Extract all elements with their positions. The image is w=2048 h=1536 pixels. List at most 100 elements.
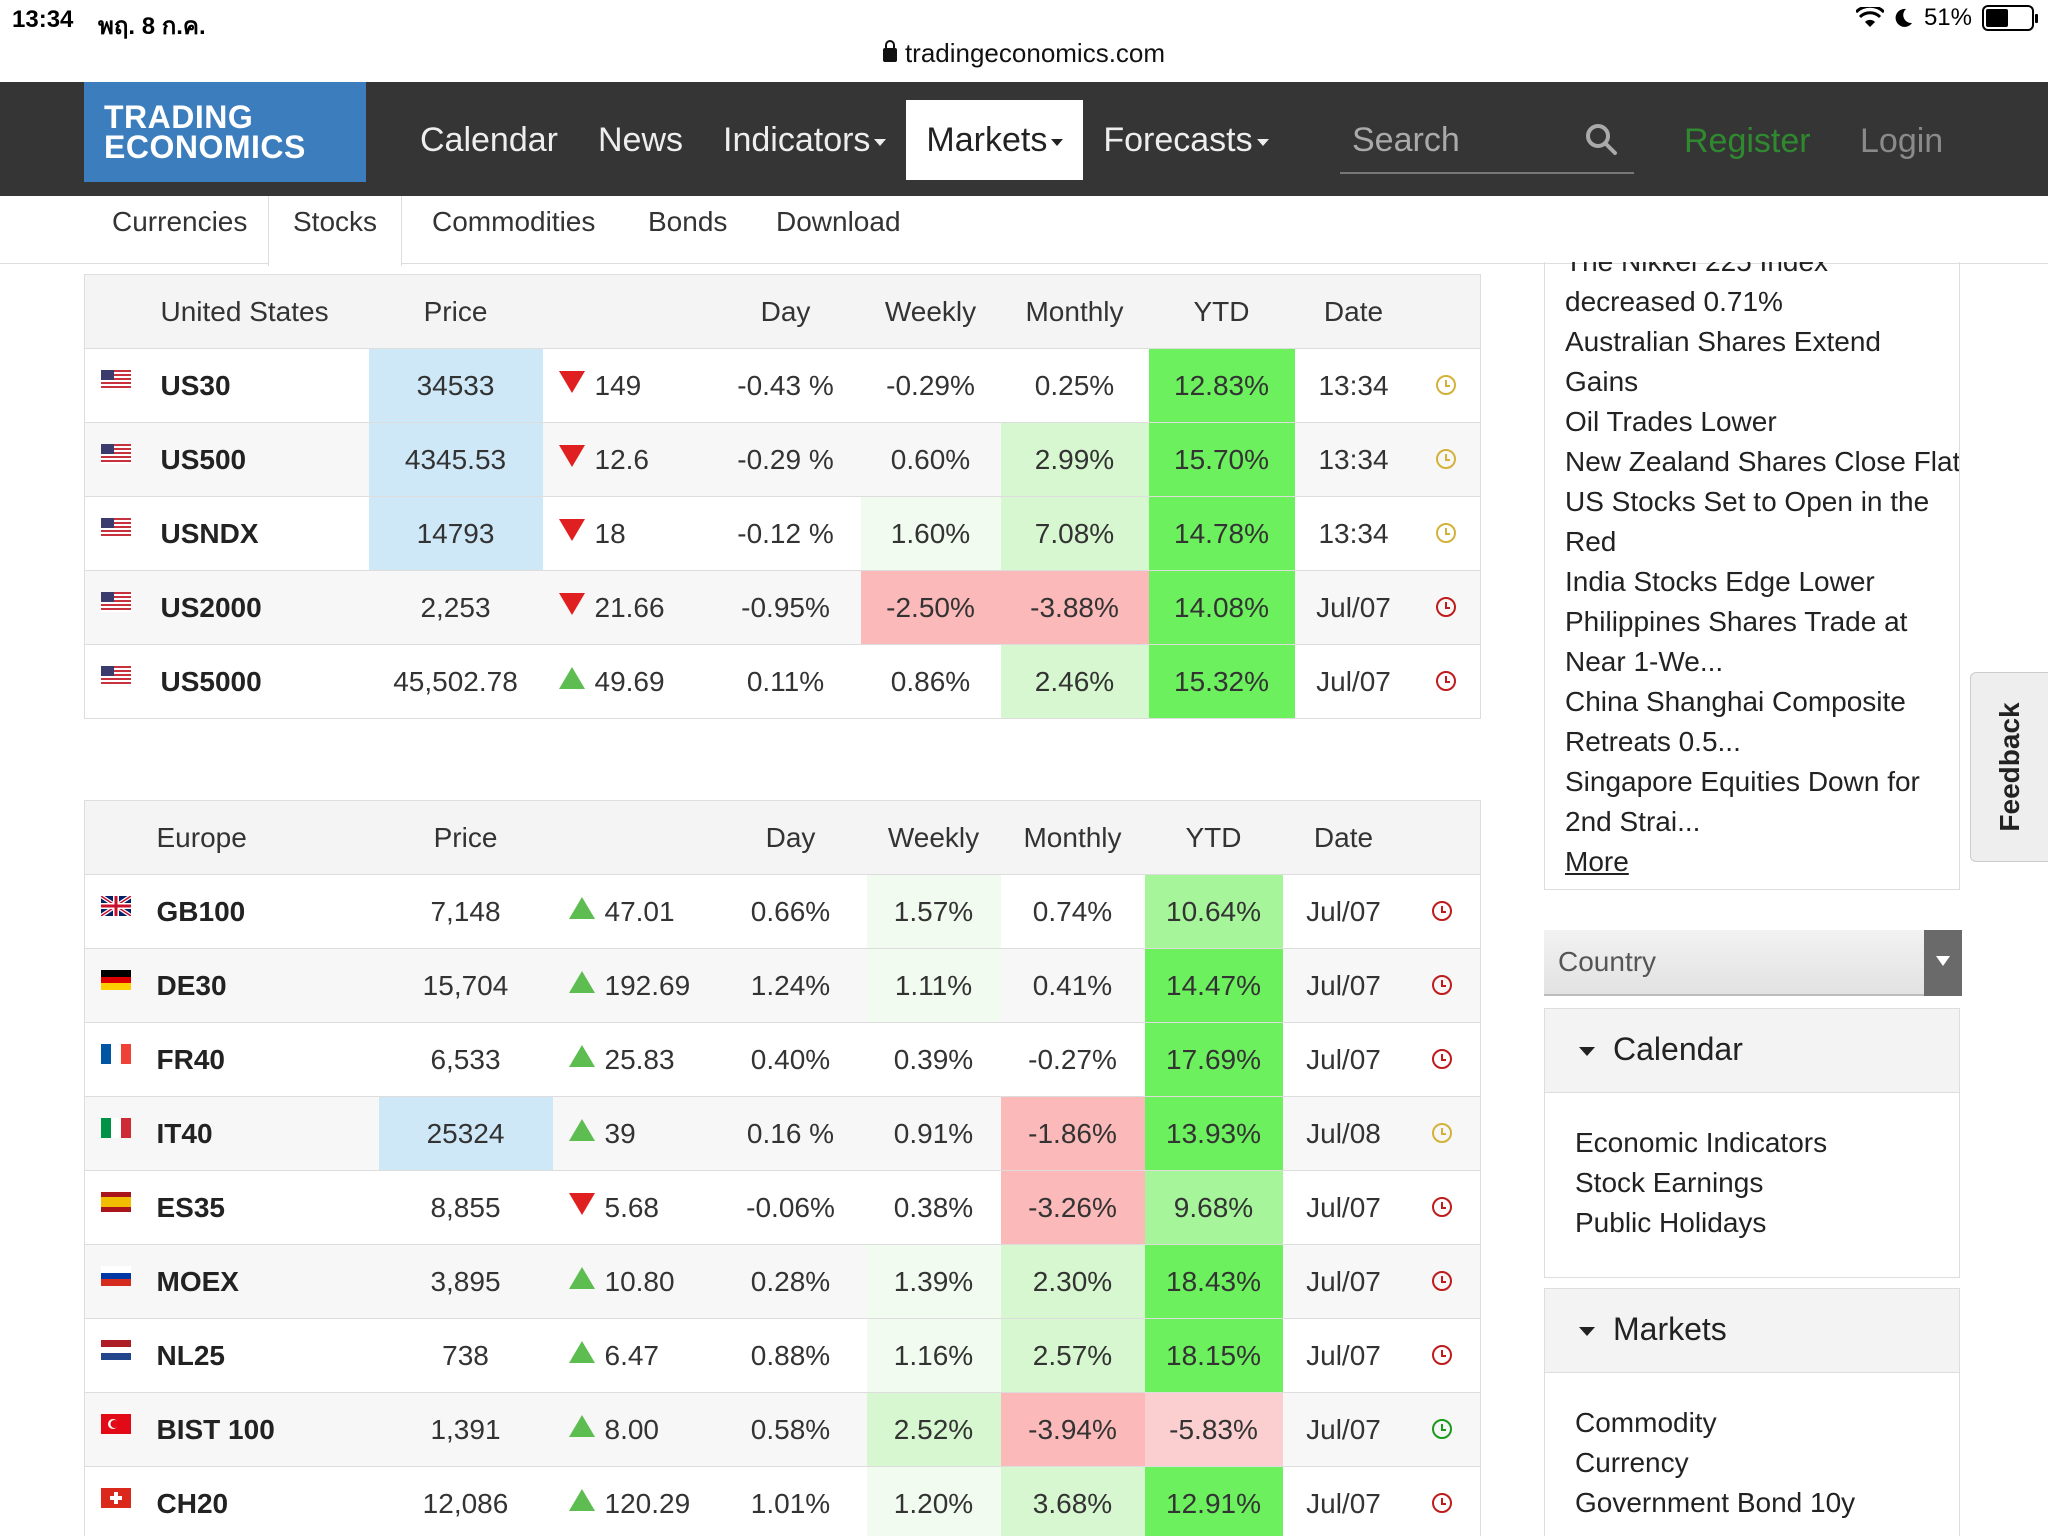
news-item[interactable]: Red <box>1565 526 1617 557</box>
header-flag <box>84 800 157 875</box>
table-row[interactable]: NL25 738 6.47 0.88% 1.16% 2.57% 18.15% Jul/07 <box>84 1318 1481 1393</box>
table-row[interactable]: US2000 2,253 21.66 -0.95% -2.50% -3.88% 14.08%… <box>84 570 1481 645</box>
news-item[interactable]: Oil Trades Lower <box>1565 406 1777 437</box>
table-row[interactable]: DE30 15,704 192.69 1.24% 1.11% 0.41% 14.47% Jul… <box>84 948 1481 1023</box>
weekly-change-cell: 1.39% <box>866 1244 1001 1319</box>
news-item[interactable]: Singapore Equities Down for <box>1565 766 1920 797</box>
news-item[interactable]: US Stocks Set to Open in the <box>1565 486 1930 517</box>
flag-cell <box>84 1318 157 1393</box>
calendar-panel-header[interactable]: Calendar <box>1545 1009 1959 1093</box>
table-row[interactable]: USNDX 14793 18 -0.12 % 1.60% 7.08% 14.78% 13:34 <box>84 496 1481 571</box>
markets-panel-header[interactable]: Markets <box>1545 1289 1959 1373</box>
date-cell: Jul/07 <box>1282 1318 1405 1393</box>
subnav-download[interactable]: Download <box>776 206 901 237</box>
link-commodity[interactable]: Commodity <box>1575 1407 1717 1438</box>
news-more-link[interactable]: More <box>1565 846 1629 877</box>
subnav-bonds[interactable]: Bonds <box>648 206 728 237</box>
monthly-change-cell: 7.08% <box>1000 496 1149 571</box>
nav-forecasts[interactable]: Forecasts <box>1083 100 1288 180</box>
news-item[interactable]: China Shanghai Composite <box>1565 686 1906 717</box>
flag-cell <box>84 1392 157 1467</box>
weekly-change-cell: 0.86% <box>860 644 1001 719</box>
link-economic-indicators[interactable]: Economic Indicators <box>1575 1127 1828 1158</box>
table-row[interactable]: BIST 100 1,391 8.00 0.58% 2.52% -3.94% -5.83% J… <box>84 1392 1481 1467</box>
ios-status-bar: 13:34 พฤ. 8 ก.ค. 51% tradingeconomics.co… <box>0 0 2048 82</box>
site-logo[interactable]: TRADING ECONOMICS <box>84 82 366 182</box>
symbol-link[interactable]: US5000 <box>160 644 369 719</box>
news-item[interactable]: Gains <box>1565 366 1639 397</box>
link-currency[interactable]: Currency <box>1575 1447 1689 1478</box>
feedback-tab[interactable]: Feedback <box>1970 672 2048 862</box>
symbol-link[interactable]: FR40 <box>156 1022 379 1097</box>
change-cell: 8.00 <box>552 1392 715 1467</box>
register-link[interactable]: Register <box>1684 122 1811 160</box>
clock-icon <box>1432 1196 1453 1217</box>
news-item[interactable]: New Zealand Shares Close Flat <box>1565 446 1960 477</box>
table-row[interactable]: US500 4345.53 12.6 -0.29 % 0.60% 2.99% 15.70% 1… <box>84 422 1481 497</box>
table-row[interactable]: CH20 12,086 120.29 1.01% 1.20% 3.68% 12.91% Jul… <box>84 1466 1481 1536</box>
weekly-change-cell: 2.52% <box>866 1392 1001 1467</box>
symbol-link[interactable]: USNDX <box>160 496 369 571</box>
link-public-holidays[interactable]: Public Holidays <box>1575 1207 1767 1238</box>
nav-indicators[interactable]: Indicators <box>703 100 906 180</box>
arrow-up-icon <box>568 1488 595 1511</box>
symbol-link[interactable]: US30 <box>160 348 369 423</box>
symbol-link[interactable]: NL25 <box>156 1318 379 1393</box>
news-item[interactable]: Near 1-We... <box>1565 646 1724 677</box>
day-change-cell: 1.24% <box>714 948 867 1023</box>
flag-us-icon <box>101 365 131 396</box>
ytd-change-cell: 15.70% <box>1148 422 1295 497</box>
table-row[interactable]: IT40 25324 39 0.16 % 0.91% -1.86% 13.93% Jul/08 <box>84 1096 1481 1171</box>
symbol-link[interactable]: CH20 <box>156 1466 379 1536</box>
arrow-down-icon <box>568 1192 595 1215</box>
news-item[interactable]: 2nd Strai... <box>1565 806 1701 837</box>
table-row[interactable]: MOEX 3,895 10.80 0.28% 1.39% 2.30% 18.43% Jul/0… <box>84 1244 1481 1319</box>
nav-news[interactable]: News <box>578 100 703 180</box>
header-monthly: Monthly <box>1000 800 1145 875</box>
news-item[interactable]: India Stocks Edge Lower <box>1565 566 1875 597</box>
subnav-commodities[interactable]: Commodities <box>432 206 596 237</box>
symbol-link[interactable]: GB100 <box>156 874 379 949</box>
calendar-panel: Calendar Economic Indicators Stock Earni… <box>1544 1008 1960 1278</box>
symbol-link[interactable]: MOEX <box>156 1244 379 1319</box>
date-cell: Jul/07 <box>1294 644 1413 719</box>
price-cell: 25324 <box>378 1096 553 1171</box>
address-bar[interactable]: tradingeconomics.com <box>0 38 2048 69</box>
subnav-stocks[interactable]: Stocks <box>268 196 403 266</box>
nav-calendar[interactable]: Calendar <box>400 100 578 180</box>
symbol-link[interactable]: ES35 <box>156 1170 379 1245</box>
link-government-bond-10y[interactable]: Government Bond 10y <box>1575 1487 1856 1518</box>
date-cell: Jul/07 <box>1282 948 1405 1023</box>
arrow-up-icon <box>568 1118 595 1141</box>
news-item[interactable]: decreased 0.71% <box>1565 286 1783 317</box>
table-row[interactable]: US30 34533 149 -0.43 % -0.29% 0.25% 12.83% 13:3… <box>84 348 1481 423</box>
header-status <box>1412 274 1481 349</box>
symbol-link[interactable]: IT40 <box>156 1096 379 1171</box>
clock-icon <box>1432 1122 1453 1143</box>
nav-markets[interactable]: Markets <box>906 100 1084 180</box>
flag-cell <box>84 1170 157 1245</box>
news-item[interactable]: Philippines Shares Trade at <box>1565 606 1908 637</box>
news-item[interactable]: Retreats 0.5... <box>1565 726 1741 757</box>
link-stock-earnings[interactable]: Stock Earnings <box>1575 1167 1764 1198</box>
table-row[interactable]: US5000 45,502.78 49.69 0.11% 0.86% 2.46% 15.32… <box>84 644 1481 719</box>
table-row[interactable]: GB100 7,148 47.01 0.66% 1.57% 0.74% 10.64% Jul/… <box>84 874 1481 949</box>
status-cell <box>1404 948 1481 1023</box>
symbol-link[interactable]: US500 <box>160 422 369 497</box>
table-row[interactable]: FR40 6,533 25.83 0.40% 0.39% -0.27% 17.69% Jul/… <box>84 1022 1481 1097</box>
news-item[interactable]: The Nikkei 225 Index <box>1565 262 1959 282</box>
change-value: 25.83 <box>604 1043 675 1075</box>
symbol-link[interactable]: US2000 <box>160 570 369 645</box>
search-icon[interactable] <box>1584 122 1618 156</box>
triangle-down-icon <box>1579 1047 1595 1057</box>
symbol-link[interactable]: DE30 <box>156 948 379 1023</box>
login-link[interactable]: Login <box>1860 122 1944 160</box>
symbol-link[interactable]: BIST 100 <box>156 1392 379 1467</box>
news-item[interactable]: Australian Shares Extend <box>1565 326 1881 357</box>
flag-cell <box>84 874 157 949</box>
country-select[interactable]: Country <box>1544 930 1962 996</box>
subnav-currencies[interactable]: Currencies <box>112 206 248 237</box>
search-input[interactable] <box>1340 112 1570 168</box>
table-row[interactable]: ES35 8,855 5.68 -0.06% 0.38% -3.26% 9.68% Jul/0… <box>84 1170 1481 1245</box>
change-cell: 5.68 <box>552 1170 715 1245</box>
